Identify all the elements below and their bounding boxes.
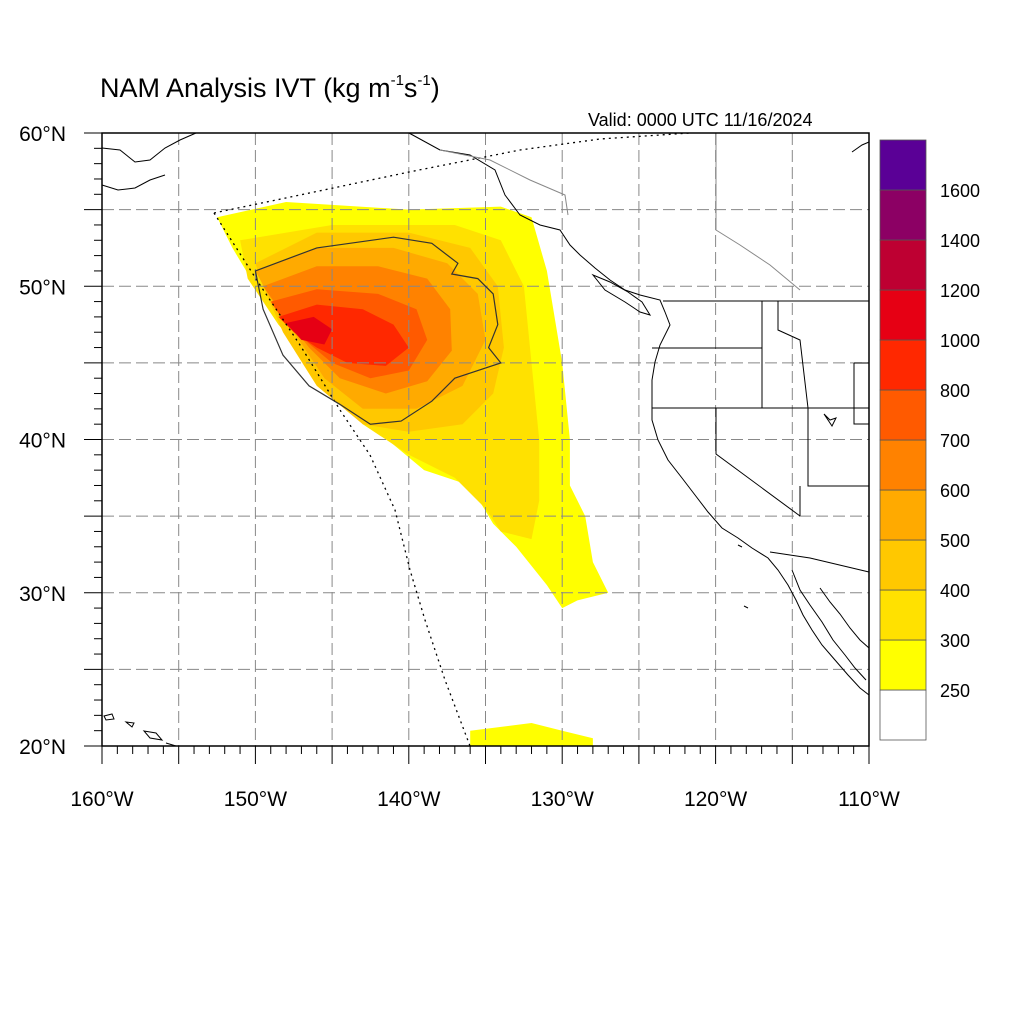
colorbar-label: 1200 bbox=[940, 281, 980, 301]
title-main: NAM Analysis IVT (kg m bbox=[100, 73, 391, 103]
ivt-region-250 bbox=[470, 723, 593, 746]
y-tick-label: 30°N bbox=[19, 583, 66, 606]
colorbar-label: 250 bbox=[940, 681, 970, 701]
ivt-fill-layer bbox=[217, 202, 609, 746]
ivt-region-1000 bbox=[286, 316, 333, 345]
title-close: ) bbox=[430, 73, 440, 103]
colorbar-label: 400 bbox=[940, 581, 970, 601]
colorbar-label: 500 bbox=[940, 531, 970, 551]
colorbar-label: 600 bbox=[940, 481, 970, 501]
axis-ticks: 160°W 150°W 140°W 130°W 120°W 110°W 20°N 30°N 40… bbox=[19, 123, 900, 811]
x-tick-label: 110°W bbox=[838, 788, 900, 811]
y-tick-label: 60°N bbox=[19, 123, 66, 146]
colorbar-label: 800 bbox=[940, 381, 970, 401]
mexico-border bbox=[769, 551, 870, 573]
y-tick-label: 20°N bbox=[19, 736, 66, 759]
coastline-layer bbox=[101, 132, 870, 747]
title-exponent-2: -1 bbox=[417, 72, 431, 89]
title-exponent-1: -1 bbox=[390, 72, 404, 89]
coastline-north-edge bbox=[851, 141, 870, 153]
colorbar-box bbox=[879, 239, 927, 291]
colorbar-box bbox=[879, 489, 927, 541]
coastline-baja bbox=[791, 569, 867, 681]
colorbar-label: 1600 bbox=[940, 181, 980, 201]
title-mid: s bbox=[403, 73, 418, 103]
ivt-contour-line bbox=[254, 236, 502, 425]
x-tick-label: 150°W bbox=[224, 788, 287, 811]
colorbar-box bbox=[879, 139, 927, 191]
colorbar-box bbox=[879, 689, 927, 741]
colorbar-label: 1400 bbox=[940, 231, 980, 251]
hawaii-islands bbox=[103, 713, 177, 747]
y-tick-label: 40°N bbox=[19, 430, 66, 453]
colorbar-box bbox=[879, 189, 927, 241]
coastline-mainland-mexico bbox=[819, 587, 870, 649]
colorbar-box bbox=[879, 389, 927, 441]
state-boundaries bbox=[652, 301, 869, 517]
coastline-west-coast bbox=[408, 132, 870, 696]
x-tick-label: 140°W bbox=[377, 788, 440, 811]
colorbar-label: 300 bbox=[940, 631, 970, 651]
colorbar-label: 1000 bbox=[940, 331, 980, 351]
valid-time-label: Valid: 0000 UTC 11/16/2024 bbox=[588, 110, 813, 130]
chart-title: NAM Analysis IVT (kg m-1s-1) bbox=[100, 72, 440, 104]
colorbar-box bbox=[879, 289, 927, 341]
coastline-alaska bbox=[101, 132, 197, 163]
colorbar-box bbox=[879, 589, 927, 641]
x-tick-label: 160°W bbox=[70, 788, 133, 811]
small-islands bbox=[737, 413, 837, 609]
colorbar-box bbox=[879, 639, 927, 691]
colorbar-box bbox=[879, 339, 927, 391]
vancouver-island bbox=[591, 273, 652, 316]
coastline-gulf bbox=[101, 174, 166, 191]
model-domain-boundary bbox=[213, 132, 691, 747]
ivt-contour-layer bbox=[254, 236, 502, 425]
canada-interior-lines bbox=[439, 133, 801, 291]
x-tick-label: 120°W bbox=[684, 788, 747, 811]
colorbar-label: 700 bbox=[940, 431, 970, 451]
y-tick-label: 50°N bbox=[19, 276, 66, 299]
colorbar-box bbox=[879, 439, 927, 491]
colorbar: 250 300 400 500 600 700 800 1000 1200 1400 1600 bbox=[879, 139, 980, 741]
x-tick-label: 130°W bbox=[531, 788, 594, 811]
colorbar-box bbox=[879, 539, 927, 591]
